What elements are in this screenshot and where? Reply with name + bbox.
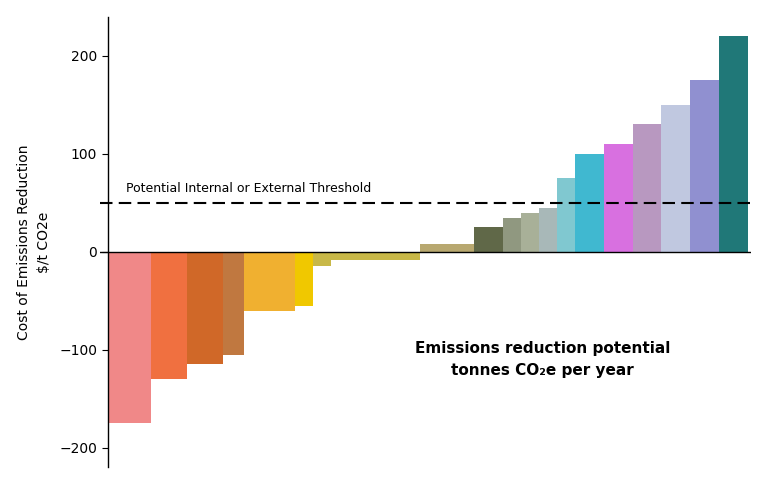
Bar (295, 252, 313, 306)
Bar (575, 154, 604, 252)
Bar (719, 36, 748, 252)
Bar (539, 208, 557, 252)
Bar (661, 105, 690, 252)
Bar (223, 252, 244, 355)
Bar (604, 144, 633, 252)
Bar (313, 252, 330, 267)
Bar (420, 244, 475, 252)
Bar (187, 252, 223, 364)
Bar (151, 252, 187, 379)
Bar (690, 80, 719, 252)
Bar (521, 212, 539, 252)
Bar (633, 124, 661, 252)
Bar (108, 252, 151, 423)
Bar (330, 252, 420, 259)
Bar (503, 217, 521, 252)
Bar (244, 252, 295, 311)
Bar (557, 178, 575, 252)
Bar (475, 227, 503, 252)
Text: Emissions reduction potential
tonnes CO₂e per year: Emissions reduction potential tonnes CO₂… (415, 341, 670, 378)
Y-axis label: Cost of Emissions Reduction
$/t CO2e: Cost of Emissions Reduction $/t CO2e (18, 144, 51, 340)
Text: Potential Internal or External Threshold: Potential Internal or External Threshold (125, 182, 371, 195)
